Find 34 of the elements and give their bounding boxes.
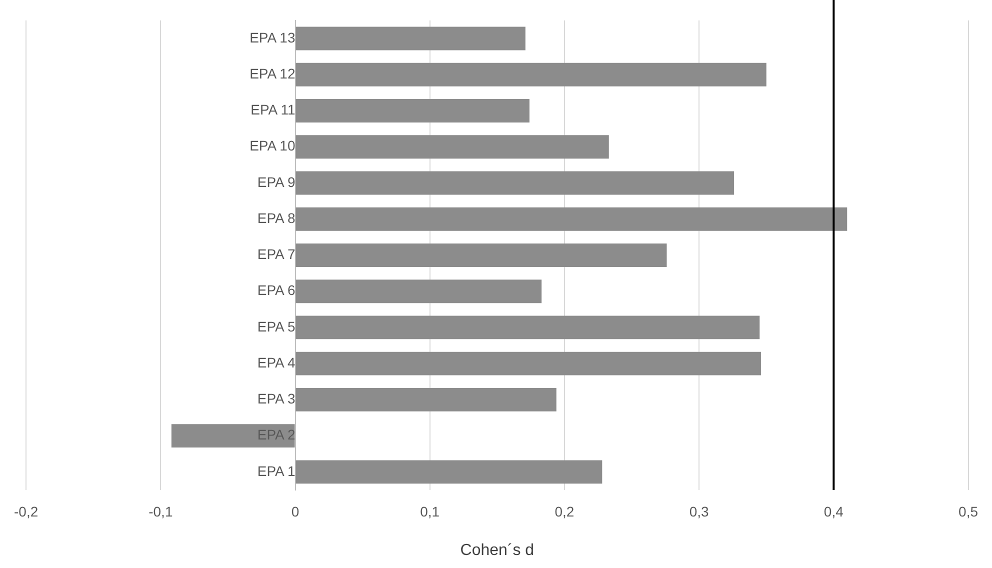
x-tick-label: 0 <box>291 503 300 520</box>
y-tick-label: EPA 6 <box>257 282 296 298</box>
x-tick-label: -0,1 <box>148 503 173 520</box>
y-tick-label: EPA 3 <box>257 390 296 407</box>
bar <box>296 460 602 484</box>
bar <box>296 98 530 122</box>
bar <box>171 424 295 448</box>
x-axis-title: Cohen´s d <box>460 542 534 559</box>
y-tick-label: EPA 7 <box>257 246 296 262</box>
x-tick-label: 0,1 <box>420 503 440 520</box>
x-tick-label: 0,5 <box>958 503 978 520</box>
x-tick-label: -0,2 <box>14 503 38 520</box>
y-tick-label: EPA 10 <box>250 138 296 154</box>
y-tick-label: EPA 4 <box>257 354 296 370</box>
bar <box>296 352 761 376</box>
y-tick-label: EPA 5 <box>257 318 296 334</box>
bar <box>296 171 734 195</box>
x-tick-label: 0,2 <box>554 503 574 520</box>
y-tick-label: EPA 13 <box>250 29 296 46</box>
y-tick-label: EPA 12 <box>250 65 296 82</box>
y-tick-label: EPA 9 <box>257 174 296 190</box>
bar <box>296 280 542 304</box>
bar <box>296 26 526 50</box>
y-tick-label: EPA 8 <box>257 210 296 226</box>
bar <box>296 388 556 412</box>
y-tick-label: EPA 1 <box>257 462 296 479</box>
bar <box>296 207 848 231</box>
bar <box>296 62 766 86</box>
bar <box>296 135 609 159</box>
x-tick-label: 0,4 <box>824 503 844 520</box>
x-tick-label: 0,3 <box>689 503 710 520</box>
y-tick-label: EPA 11 <box>250 102 296 118</box>
bar <box>296 243 667 267</box>
bar <box>296 316 760 340</box>
